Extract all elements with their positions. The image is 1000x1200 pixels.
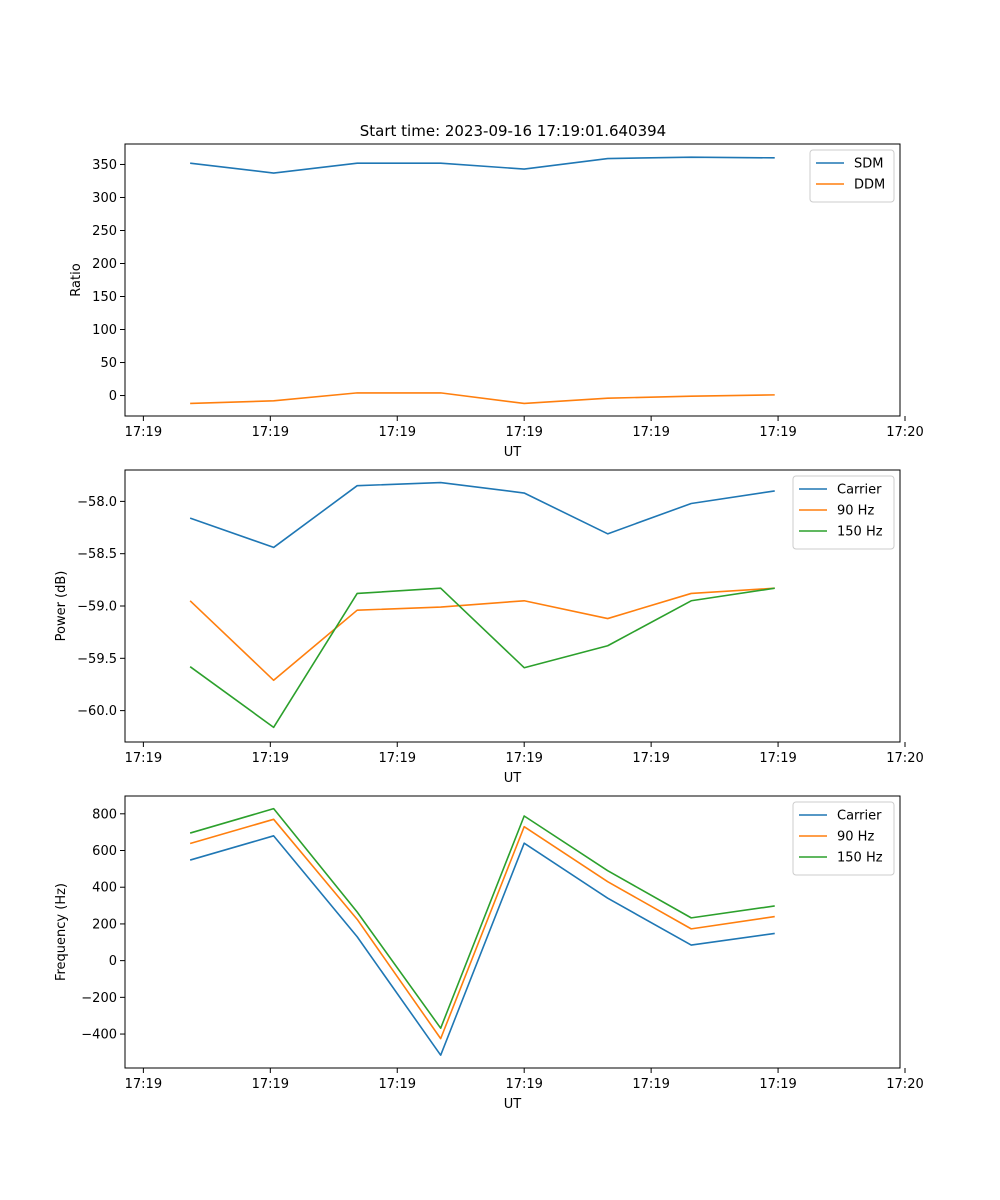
power-axes-frame (124, 469, 901, 743)
ratio-legend-label-sdm: SDM (854, 157, 883, 172)
ratio-x-tick-label: 17:19 (379, 425, 416, 440)
power-panel: −60.0 −59.5 −59.0 −58.5 −58.0 17:19 17:19 17:19… (54, 469, 924, 786)
frequency-axes-frame (124, 795, 901, 1069)
ratio-x-tick-label: 17:19 (252, 425, 289, 440)
power-legend-label-150hz: 150 Hz (837, 525, 883, 540)
frequency-y-tick-label: 0 (109, 954, 117, 969)
power-x-tick-label: 17:19 (252, 751, 289, 766)
frequency-y-tick-label: 600 (92, 844, 117, 859)
ratio-x-tick-label: 17:19 (125, 425, 162, 440)
frequency-y-tick-label: −400 (81, 1028, 117, 1043)
ratio-y-tick-label: 300 (92, 191, 117, 206)
frequency-x-tick-label: 17:19 (632, 1077, 669, 1092)
power-y-axis-label: Power (dB) (54, 571, 69, 642)
ratio-x-tick-label: 17:19 (505, 425, 542, 440)
power-x-tick-label: 17:19 (632, 751, 669, 766)
frequency-y-tick-label: −200 (81, 991, 117, 1006)
frequency-x-axis-label: UT (504, 1097, 522, 1112)
power-carrier-line (189, 481, 775, 549)
power-y-tick-label: −58.5 (77, 547, 117, 562)
power-x-tick-label: 17:19 (505, 751, 542, 766)
ratio-y-tick-label: 200 (92, 257, 117, 272)
ratio-sdm-line (190, 156, 775, 174)
power-x-tick-label: 17:19 (379, 751, 416, 766)
ratio-axes-frame (124, 143, 901, 417)
power-y-tick-label: −58.0 (77, 495, 117, 510)
ratio-x-tick-label: 17:19 (759, 425, 796, 440)
ratio-y-tick-label: 350 (92, 158, 117, 173)
ratio-panel: 0 50 100 150 200 250 300 350 17:19 17:19 17:19 17:1… (69, 143, 924, 460)
frequency-150hz-line (189, 807, 775, 1029)
ratio-y-tick-label: 150 (92, 290, 117, 305)
frequency-90hz-line (189, 818, 775, 1040)
frequency-legend-label-90hz: 90 Hz (837, 830, 874, 845)
frequency-legend-label-carrier: Carrier (837, 809, 882, 824)
frequency-y-tick-label: 400 (92, 881, 117, 896)
power-x-tick-label: 17:19 (125, 751, 162, 766)
ratio-y-tick-label: 50 (100, 356, 117, 371)
ratio-y-tick-label: 250 (92, 224, 117, 239)
frequency-panel: −400 −200 0 200 400 600 800 17:19 17:19 17:19 17:1… (54, 795, 924, 1112)
frequency-x-tick-label: 17:20 (886, 1077, 923, 1092)
power-150hz-line (189, 587, 775, 729)
power-90hz-line (189, 587, 775, 682)
frequency-x-tick-label: 17:19 (505, 1077, 542, 1092)
power-y-tick-label: −59.5 (77, 652, 117, 667)
ratio-legend-label-ddm: DDM (854, 178, 885, 193)
frequency-x-tick-label: 17:19 (759, 1077, 796, 1092)
power-x-axis-label: UT (504, 771, 522, 786)
power-legend-label-90hz: 90 Hz (837, 504, 874, 519)
frequency-y-axis-label: Frequency (Hz) (54, 883, 69, 981)
frequency-y-tick-label: 200 (92, 917, 117, 932)
frequency-carrier-line (189, 835, 775, 1056)
power-x-tick-label: 17:19 (759, 751, 796, 766)
frequency-x-tick-label: 17:19 (252, 1077, 289, 1092)
ratio-y-tick-label: 0 (109, 389, 117, 404)
power-y-tick-label: −59.0 (77, 600, 117, 615)
frequency-x-tick-label: 17:19 (125, 1077, 162, 1092)
power-legend-label-carrier: Carrier (837, 483, 882, 498)
ratio-ddm-line (190, 392, 775, 405)
frequency-y-tick-label: 800 (92, 807, 117, 822)
frequency-x-tick-label: 17:19 (379, 1077, 416, 1092)
frequency-legend-label-150hz: 150 Hz (837, 851, 883, 866)
power-x-tick-label: 17:20 (886, 751, 923, 766)
chart-title: Start time: 2023-09-16 17:19:01.640394 (360, 122, 666, 140)
ratio-x-axis-label: UT (504, 445, 522, 460)
ratio-x-tick-label: 17:19 (632, 425, 669, 440)
ratio-y-tick-label: 100 (92, 323, 117, 338)
ratio-y-axis-label: Ratio (69, 263, 84, 296)
ratio-x-tick-label: 17:20 (886, 425, 923, 440)
power-y-tick-label: −60.0 (77, 704, 117, 719)
